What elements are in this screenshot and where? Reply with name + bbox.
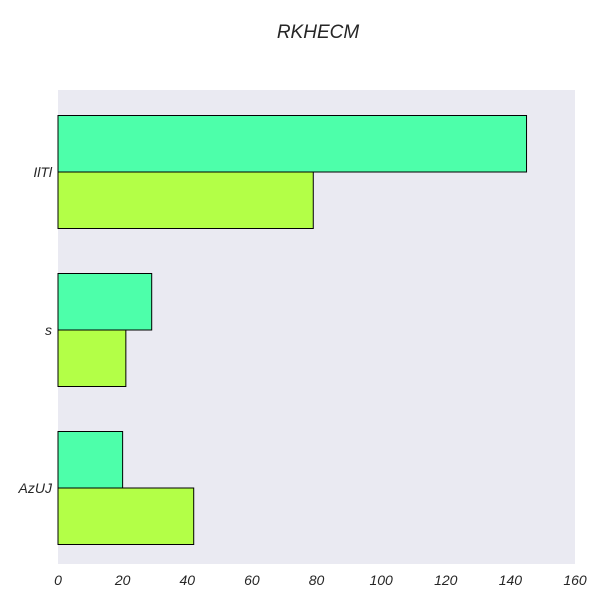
x-tick-label: 120 <box>434 572 458 588</box>
x-tick-label: 100 <box>369 572 393 588</box>
x-tick-label: 160 <box>563 572 587 588</box>
y-tick-label: IlTl <box>33 164 53 180</box>
x-tick-label: 60 <box>244 572 260 588</box>
bar-AzUJ-series-1 <box>57 431 124 489</box>
bars-layer <box>57 115 528 545</box>
bar-IlTl-series-1 <box>57 115 528 173</box>
x-tick-label: 80 <box>309 572 325 588</box>
y-axis-ticks: IlTl s AzUJ <box>18 164 53 496</box>
x-tick-label: 40 <box>179 572 195 588</box>
x-tick-label: 20 <box>114 572 131 588</box>
x-tick-label: 0 <box>54 572 62 588</box>
bar-s-series-2 <box>57 329 127 387</box>
y-tick-label: s <box>45 322 52 338</box>
chart-title: RKHECM <box>277 22 360 43</box>
y-tick-label: AzUJ <box>18 480 53 496</box>
bar-AzUJ-series-2 <box>57 487 195 545</box>
bar-IlTl-series-2 <box>57 171 314 229</box>
bar-s-series-1 <box>57 273 153 331</box>
x-tick-label: 140 <box>499 572 523 588</box>
x-axis-ticks: 0 20 40 60 80 100 120 140 160 <box>54 572 587 588</box>
